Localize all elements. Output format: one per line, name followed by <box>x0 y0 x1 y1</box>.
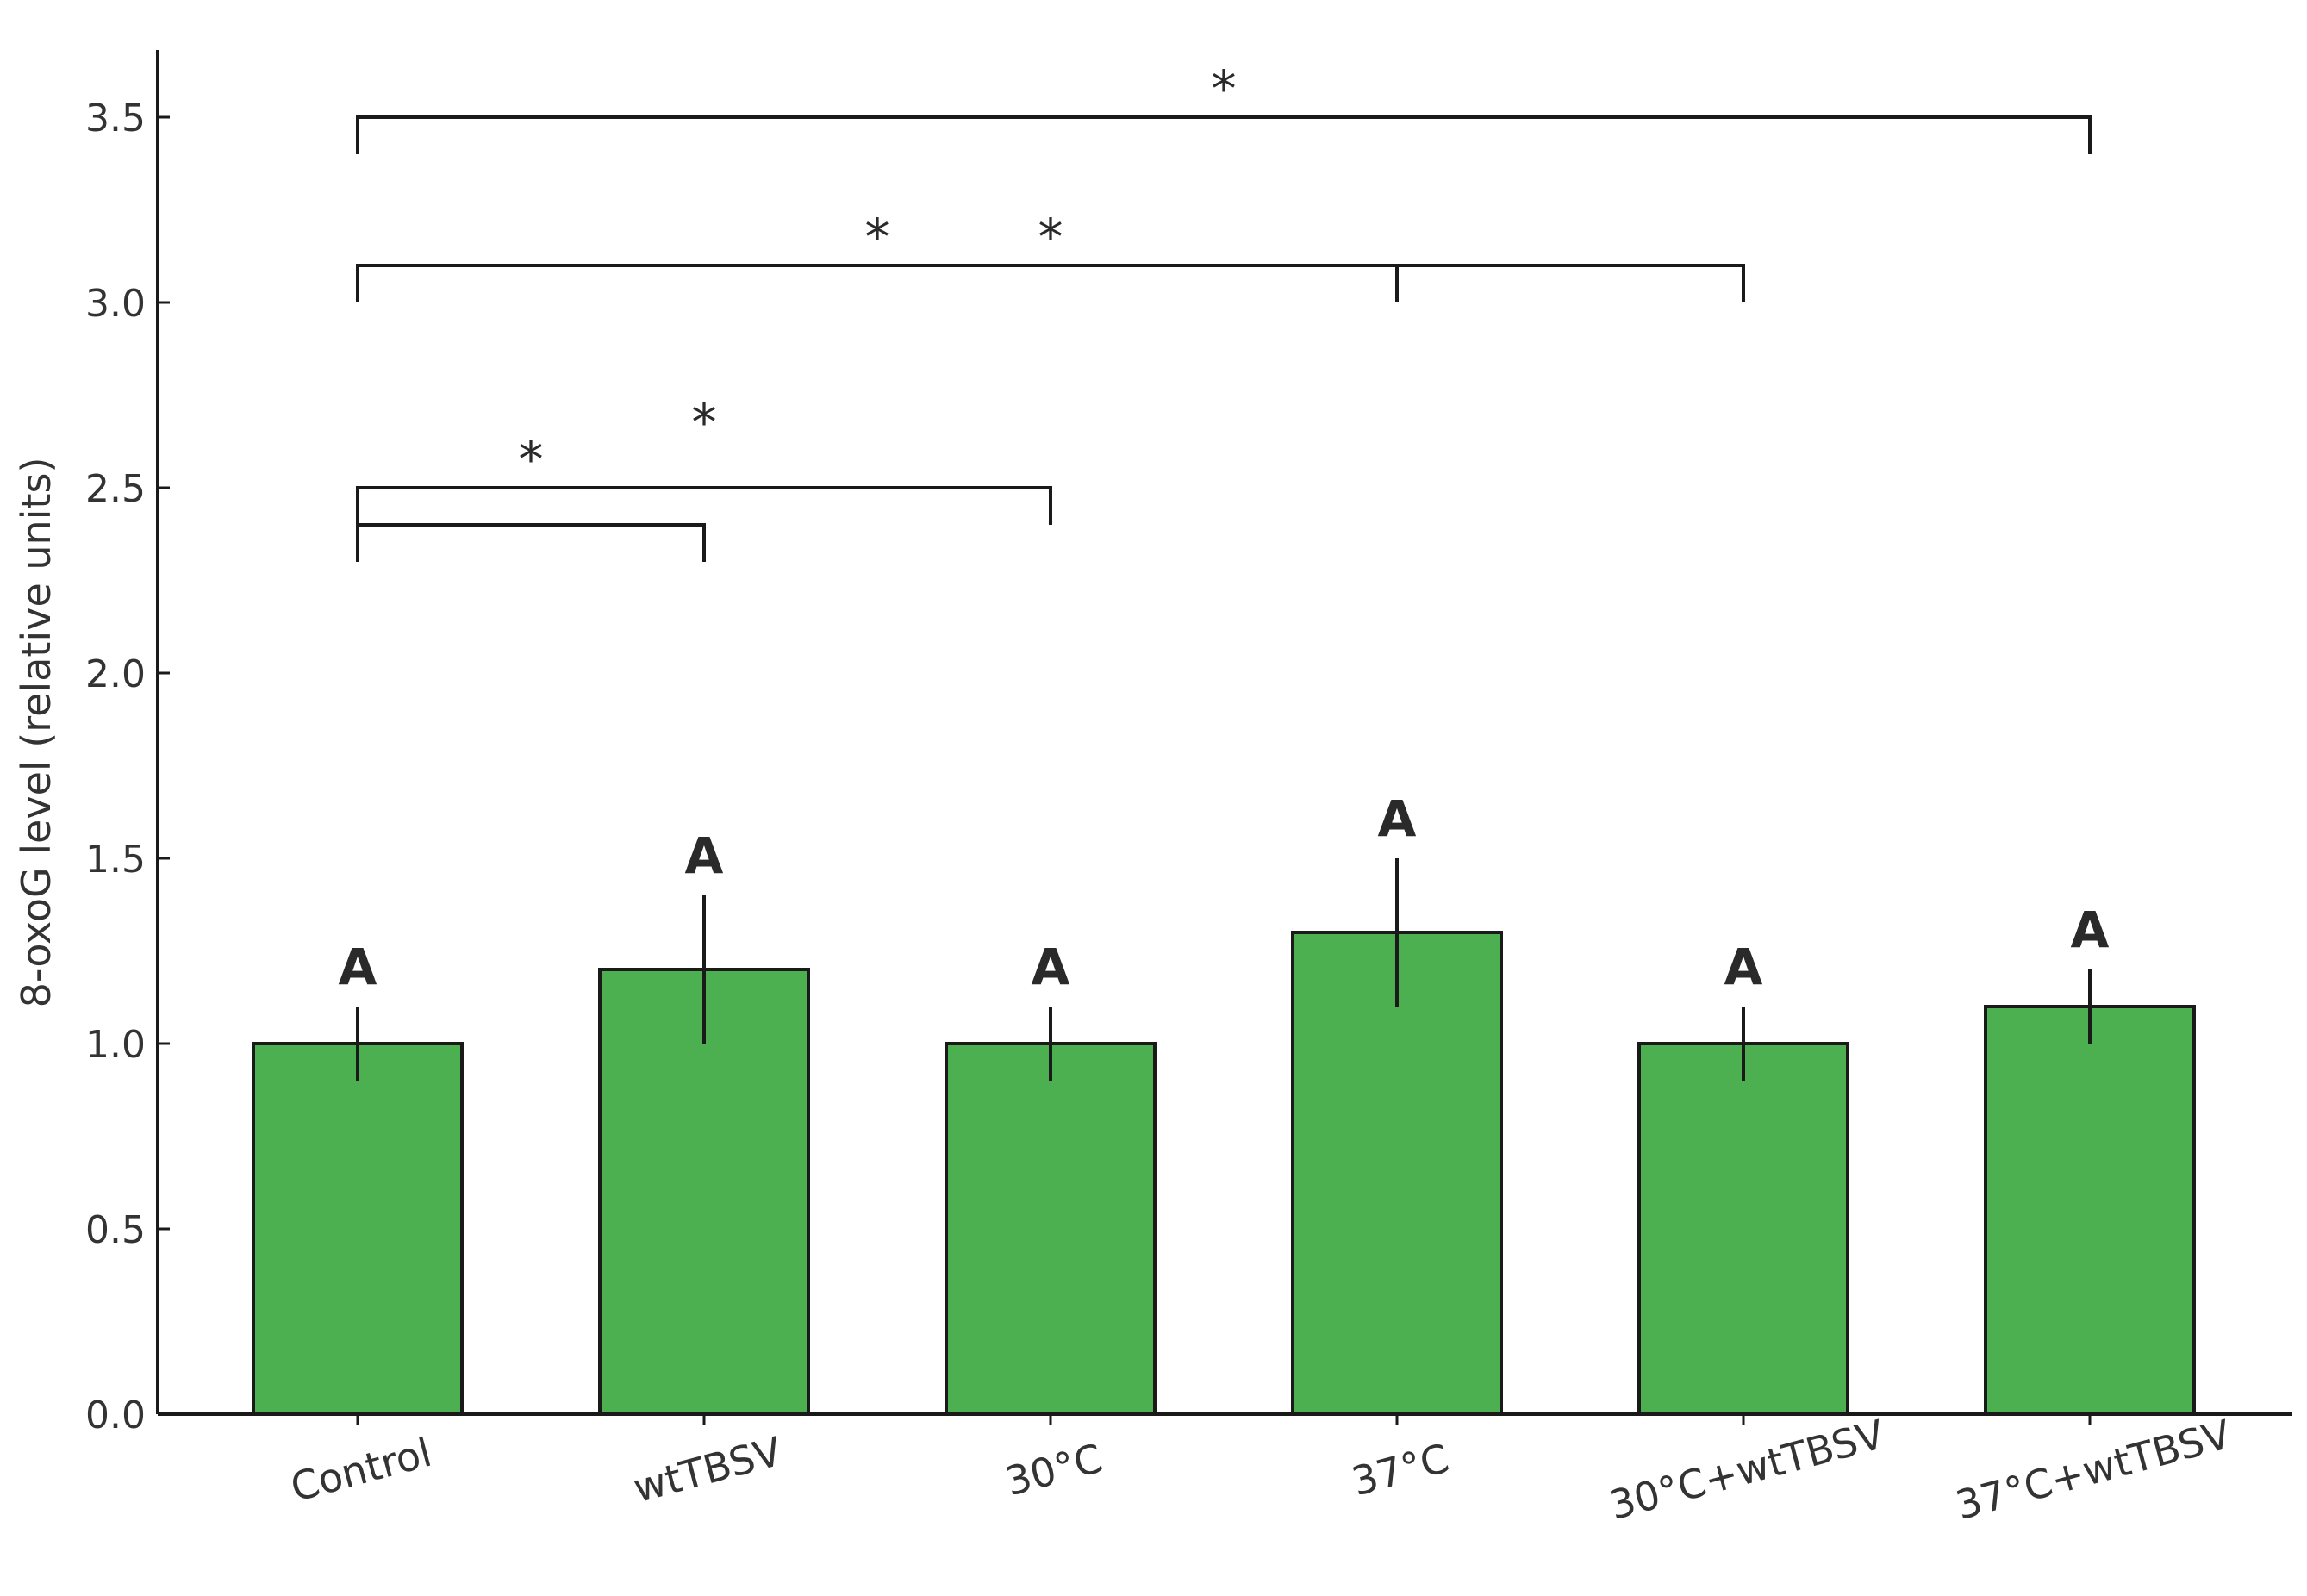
bars <box>252 931 2196 1416</box>
significance-bracket-0 <box>356 523 706 562</box>
bar-3 <box>1291 931 1503 1416</box>
bar-0 <box>252 1042 464 1416</box>
significance-asterisk-1: * <box>692 393 717 452</box>
y-ticks: 0.0 0.5 1.0 1.5 2.0 2.5 3.0 3.5 <box>85 97 170 1437</box>
y-tick-label: 1.0 <box>85 1023 146 1067</box>
group-letter-5: A <box>2071 901 2110 959</box>
y-tick-label: 2.5 <box>85 467 146 511</box>
x-tick-label-0: Control <box>286 1429 437 1511</box>
y-tick-label: 3.5 <box>85 97 146 140</box>
group-letters: A A A A A A <box>339 789 2110 996</box>
significance-asterisk-4: * <box>1212 59 1237 118</box>
x-tick-labels: Control wtTBSV 30°C 37°C 30°C+wtTBSV 37°C+wtT… <box>286 1411 2236 1529</box>
group-letter-3: A <box>1378 789 1417 848</box>
significance-asterisk-3: * <box>1038 208 1063 266</box>
group-letter-1: A <box>685 826 724 885</box>
y-tick-label: 0.5 <box>85 1208 146 1252</box>
bar-4 <box>1637 1042 1849 1416</box>
bar-2 <box>945 1042 1157 1416</box>
y-tick-label: 0.0 <box>85 1393 146 1437</box>
group-letter-0: A <box>339 938 377 996</box>
y-tick-label: 1.5 <box>85 838 146 882</box>
y-tick-label: 3.0 <box>85 282 146 326</box>
significance-brackets: * * * * * <box>356 59 2092 562</box>
y-tick-label: 2.0 <box>85 652 146 696</box>
significance-asterisk-2: * <box>865 208 890 266</box>
significance-bracket-3 <box>356 115 2092 154</box>
axes <box>156 50 2292 1416</box>
group-letter-4: A <box>1724 938 1763 996</box>
x-tick-label-4: 30°C+wtTBSV <box>1605 1411 1890 1529</box>
significance-asterisk-0: * <box>519 430 544 489</box>
y-axis-label: 8-oxoG level (relative units) <box>13 458 59 1008</box>
x-tick-label-1: wtTBSV <box>628 1428 787 1512</box>
x-tick-label-3: 37°C <box>1347 1435 1454 1506</box>
error-bars <box>356 858 2092 1081</box>
bar-5 <box>1984 1005 2196 1416</box>
x-tick-label-2: 30°C <box>1001 1435 1107 1506</box>
significance-bracket-1 <box>356 486 1052 525</box>
group-letter-2: A <box>1032 938 1070 996</box>
x-tick-label-5: 37°C+wtTBSV <box>1951 1411 2236 1529</box>
significance-bracket-2 <box>356 264 1745 302</box>
